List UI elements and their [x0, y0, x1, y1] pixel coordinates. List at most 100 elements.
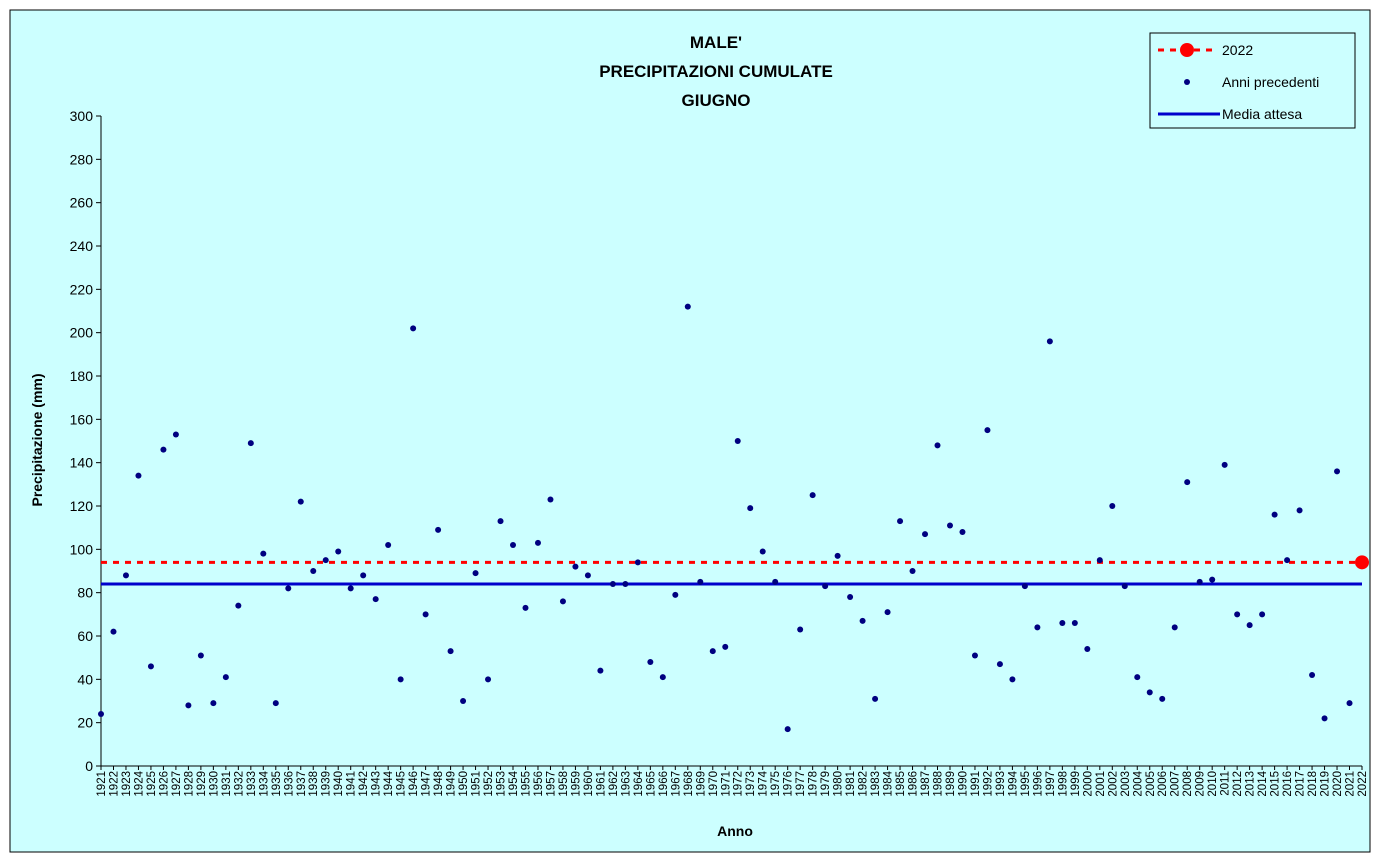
x-tick-label: 1936: [283, 771, 295, 797]
x-tick-label: 1996: [1032, 771, 1044, 797]
x-tick-label: 1941: [346, 771, 358, 797]
point: [959, 529, 966, 535]
x-tick-label: 1923: [121, 771, 133, 797]
point: [1059, 620, 1066, 626]
point: [497, 518, 504, 525]
point: [172, 431, 179, 438]
x-tick-label: 1965: [645, 771, 657, 797]
x-tick-label: 1971: [720, 771, 732, 797]
point: [385, 542, 392, 548]
x-tick-label: 2011: [1220, 771, 1232, 796]
x-tick-label: 1924: [133, 770, 145, 796]
point: [1071, 620, 1078, 626]
point: [135, 472, 142, 479]
y-tick-label: 220: [70, 281, 94, 297]
point: [1171, 624, 1178, 631]
point: [859, 617, 866, 624]
x-tick-label: 1929: [196, 771, 208, 797]
point: [1121, 583, 1128, 590]
x-tick-label: 1972: [733, 771, 745, 797]
x-tick-label: 2020: [1332, 771, 1344, 797]
x-tick-label: 1982: [858, 771, 870, 797]
legend-swatch: [1180, 43, 1194, 57]
point: [559, 598, 566, 605]
x-tick-label: 1988: [933, 771, 945, 797]
x-tick-label: 2018: [1307, 771, 1319, 797]
x-tick-label: 1950: [458, 771, 470, 797]
x-tick-label: 1944: [383, 770, 395, 796]
legend-label: Anni precedenti: [1222, 74, 1319, 90]
chart-title: MALE': [690, 33, 742, 52]
point: [734, 438, 741, 444]
x-tick-label: 1927: [171, 771, 183, 797]
point: [347, 585, 354, 592]
x-tick-label: 1980: [833, 771, 845, 797]
chart-title: GIUGNO: [682, 91, 751, 110]
x-tick-label: 1934: [258, 770, 270, 796]
x-tick-label: 2000: [1082, 771, 1094, 797]
x-tick-label: 2001: [1095, 771, 1107, 797]
x-tick-label: 1921: [96, 771, 108, 797]
point: [522, 604, 529, 611]
x-tick-label: 2004: [1132, 770, 1144, 796]
x-tick-label: 1951: [471, 771, 483, 797]
point: [510, 542, 517, 548]
point: [797, 626, 804, 633]
point: [634, 559, 641, 566]
point: [1184, 479, 1191, 486]
x-tick-label: 1942: [358, 771, 370, 797]
x-tick-label: 1978: [808, 771, 820, 797]
point: [410, 325, 417, 332]
x-tick-label: 2006: [1157, 771, 1169, 797]
x-tick-label: 1983: [870, 771, 882, 797]
x-tick-label: 1926: [158, 771, 170, 797]
x-tick-label: 1977: [795, 771, 807, 797]
point: [659, 674, 666, 681]
point: [260, 550, 267, 557]
point: [372, 596, 379, 603]
point: [322, 557, 329, 564]
x-tick-label: 1999: [1070, 771, 1082, 797]
point: [485, 676, 492, 683]
x-tick-label: 1974: [758, 770, 770, 796]
y-tick-label: 240: [70, 238, 94, 254]
x-tick-label: 1997: [1045, 771, 1057, 797]
point: [1234, 611, 1241, 618]
point: [1221, 461, 1228, 468]
point: [684, 303, 691, 310]
x-tick-label: 1991: [970, 771, 982, 797]
point: [1259, 611, 1266, 618]
point: [1146, 689, 1153, 696]
point: [122, 572, 129, 579]
y-tick-label: 0: [85, 758, 93, 774]
point: [147, 663, 154, 670]
legend-swatch: [1184, 79, 1190, 85]
x-tick-label: 2022: [1357, 771, 1369, 797]
x-tick-label: 1985: [895, 771, 907, 797]
x-tick-label: 1992: [982, 771, 994, 797]
point: [597, 667, 604, 674]
x-tick-label: 1981: [845, 771, 857, 797]
x-tick-label: 1952: [483, 771, 495, 797]
point: [809, 492, 816, 499]
y-tick-label: 140: [70, 455, 94, 471]
x-tick-label: 1947: [421, 771, 433, 797]
x-tick-label: 1960: [583, 771, 595, 797]
x-tick-label: 2014: [1257, 770, 1269, 796]
x-tick-label: 1946: [408, 771, 420, 797]
point: [222, 674, 229, 681]
x-tick-label: 2012: [1232, 771, 1244, 797]
x-tick-label: 1959: [570, 771, 582, 797]
x-axis-title: Anno: [717, 823, 753, 839]
point: [1271, 511, 1278, 518]
x-tick-label: 1998: [1057, 771, 1069, 797]
point: [847, 594, 854, 600]
point: [984, 427, 991, 434]
point: [1346, 700, 1353, 707]
chart-title: PRECIPITAZIONI CUMULATE: [599, 62, 833, 81]
point: [335, 548, 342, 555]
point: [285, 585, 292, 592]
point: [697, 578, 704, 585]
point: [110, 628, 117, 635]
point: [1284, 557, 1291, 564]
